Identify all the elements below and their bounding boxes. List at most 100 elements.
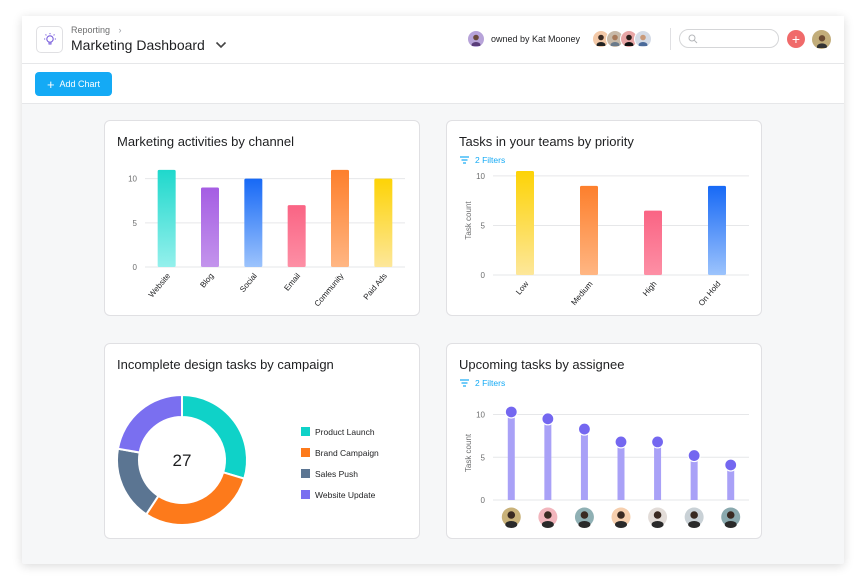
legend-item: Product Launch	[301, 421, 379, 442]
legend-label: Sales Push	[315, 468, 358, 479]
chart-title: Marketing activities by channel	[117, 134, 295, 149]
assignee-avatar	[611, 507, 631, 528]
legend-swatch	[301, 469, 310, 478]
legend-item: Sales Push	[301, 463, 379, 484]
current-user-avatar[interactable]	[812, 30, 831, 49]
lollipop-chart-upcoming-by-assignee: 0 5 10 Task count	[464, 405, 749, 528]
assignee-avatar	[721, 507, 741, 528]
legend-label: Product Launch	[315, 426, 375, 437]
y-tick-label: 5	[481, 221, 486, 230]
chart-title: Tasks in your teams by priority	[459, 134, 634, 149]
x-tick-label: Medium	[569, 279, 594, 307]
assignee-avatar	[538, 507, 558, 528]
header: Reporting › Marketing Dashboard owned by…	[22, 16, 844, 64]
x-tick-label: Blog	[198, 272, 215, 290]
bar	[644, 210, 662, 275]
plus-icon: +	[791, 31, 801, 47]
member-avatar[interactable]	[620, 30, 638, 48]
chart-card-tasks-by-priority[interactable]: Tasks in your teams by priority 2 Filter…	[446, 120, 762, 316]
lightbulb-icon	[36, 26, 63, 53]
breadcrumb-separator: ›	[118, 25, 122, 35]
y-tick-label: 0	[481, 271, 486, 280]
y-tick-label: 5	[481, 453, 486, 462]
page-title-container[interactable]: Marketing Dashboard	[71, 37, 227, 53]
legend-item: Website Update	[301, 484, 379, 505]
bar	[287, 205, 306, 267]
members-list[interactable]	[592, 30, 652, 48]
add-chart-button[interactable]: + Add Chart	[35, 72, 112, 96]
data-point	[541, 412, 555, 426]
breadcrumb-reporting[interactable]: Reporting	[71, 25, 111, 35]
legend-label: Website Update	[315, 489, 376, 500]
avatar-body	[615, 521, 627, 528]
donut-slice	[116, 447, 160, 516]
bar	[507, 411, 515, 500]
avatar-head	[690, 511, 698, 519]
member-avatar[interactable]	[634, 30, 652, 48]
chart-card-design-tasks[interactable]: Incomplete design tasks by campaign 27 P…	[104, 343, 420, 539]
page-title: Marketing Dashboard	[71, 37, 205, 53]
bar	[654, 441, 662, 500]
legend-item: Brand Campaign	[301, 442, 379, 463]
x-tick-label: Website	[147, 271, 173, 299]
owner-info[interactable]: owned by Kat Mooney	[467, 30, 580, 48]
plus-icon: +	[46, 76, 55, 92]
member-avatar[interactable]	[592, 30, 610, 48]
x-tick-label: Email	[282, 271, 302, 292]
quick-add-button[interactable]: +	[787, 30, 805, 48]
assignee-avatar	[684, 507, 704, 528]
avatar-body	[541, 521, 554, 528]
data-point	[650, 435, 665, 449]
owner-text: owned by Kat Mooney	[491, 34, 581, 44]
chart-card-marketing-activities[interactable]: Marketing activities by channel 0 5 10 Webs…	[104, 120, 420, 316]
filter-icon	[460, 379, 469, 387]
bar	[580, 429, 588, 500]
data-point	[577, 422, 592, 436]
member-avatar[interactable]	[606, 30, 624, 48]
chart-card-upcoming-by-assignee[interactable]: Upcoming tasks by assignee 2 Filters 0 5 1…	[446, 343, 762, 539]
breadcrumb[interactable]: Reporting ›	[71, 25, 122, 35]
owner-avatar[interactable]	[467, 30, 485, 48]
filters-label: 2 Filters	[475, 378, 506, 388]
chart-title: Upcoming tasks by assignee	[459, 357, 625, 372]
bar	[727, 464, 735, 500]
avatar-body	[688, 521, 701, 528]
chevron-down-icon[interactable]	[215, 41, 227, 49]
legend-swatch	[301, 490, 310, 499]
assignee-avatar	[574, 507, 594, 528]
data-point	[504, 405, 518, 419]
chart-legend: Product Launch Brand Campaign Sales Push We…	[301, 421, 379, 505]
y-tick-label: 5	[133, 219, 138, 228]
assignee-avatar	[648, 507, 668, 528]
search-input[interactable]	[679, 29, 779, 48]
bar	[516, 170, 534, 275]
app-window: Reporting › Marketing Dashboard owned by…	[22, 16, 844, 564]
bar	[580, 185, 598, 275]
bar	[157, 169, 176, 267]
x-tick-label: On Hold	[697, 280, 723, 308]
bar	[690, 455, 698, 500]
y-tick-label: 10	[128, 175, 137, 184]
legend-swatch	[301, 427, 310, 436]
x-tick-label: High	[641, 280, 658, 298]
y-axis-label: Task count	[464, 201, 473, 240]
search-icon	[688, 34, 698, 44]
header-divider	[670, 28, 671, 50]
avatar-head	[544, 511, 552, 519]
x-tick-label: Community	[313, 272, 346, 309]
avatar-head	[726, 511, 735, 519]
avatar-body	[578, 521, 591, 528]
filters-link[interactable]: 2 Filters	[460, 155, 505, 165]
avatar-head	[580, 511, 589, 519]
y-axis-label: Task count	[464, 433, 473, 472]
avatar-body	[505, 521, 518, 528]
x-tick-label: Low	[514, 279, 530, 296]
filters-label: 2 Filters	[475, 155, 506, 165]
add-chart-label: Add Chart	[59, 79, 101, 89]
avatar-head	[507, 511, 516, 519]
data-point	[687, 448, 701, 463]
bar-chart-marketing-activities: 0 5 10 Website Blog Social Email Community Paid …	[128, 169, 405, 309]
filters-link[interactable]: 2 Filters	[460, 378, 505, 388]
y-tick-label: 10	[476, 172, 485, 181]
data-point	[724, 458, 738, 472]
